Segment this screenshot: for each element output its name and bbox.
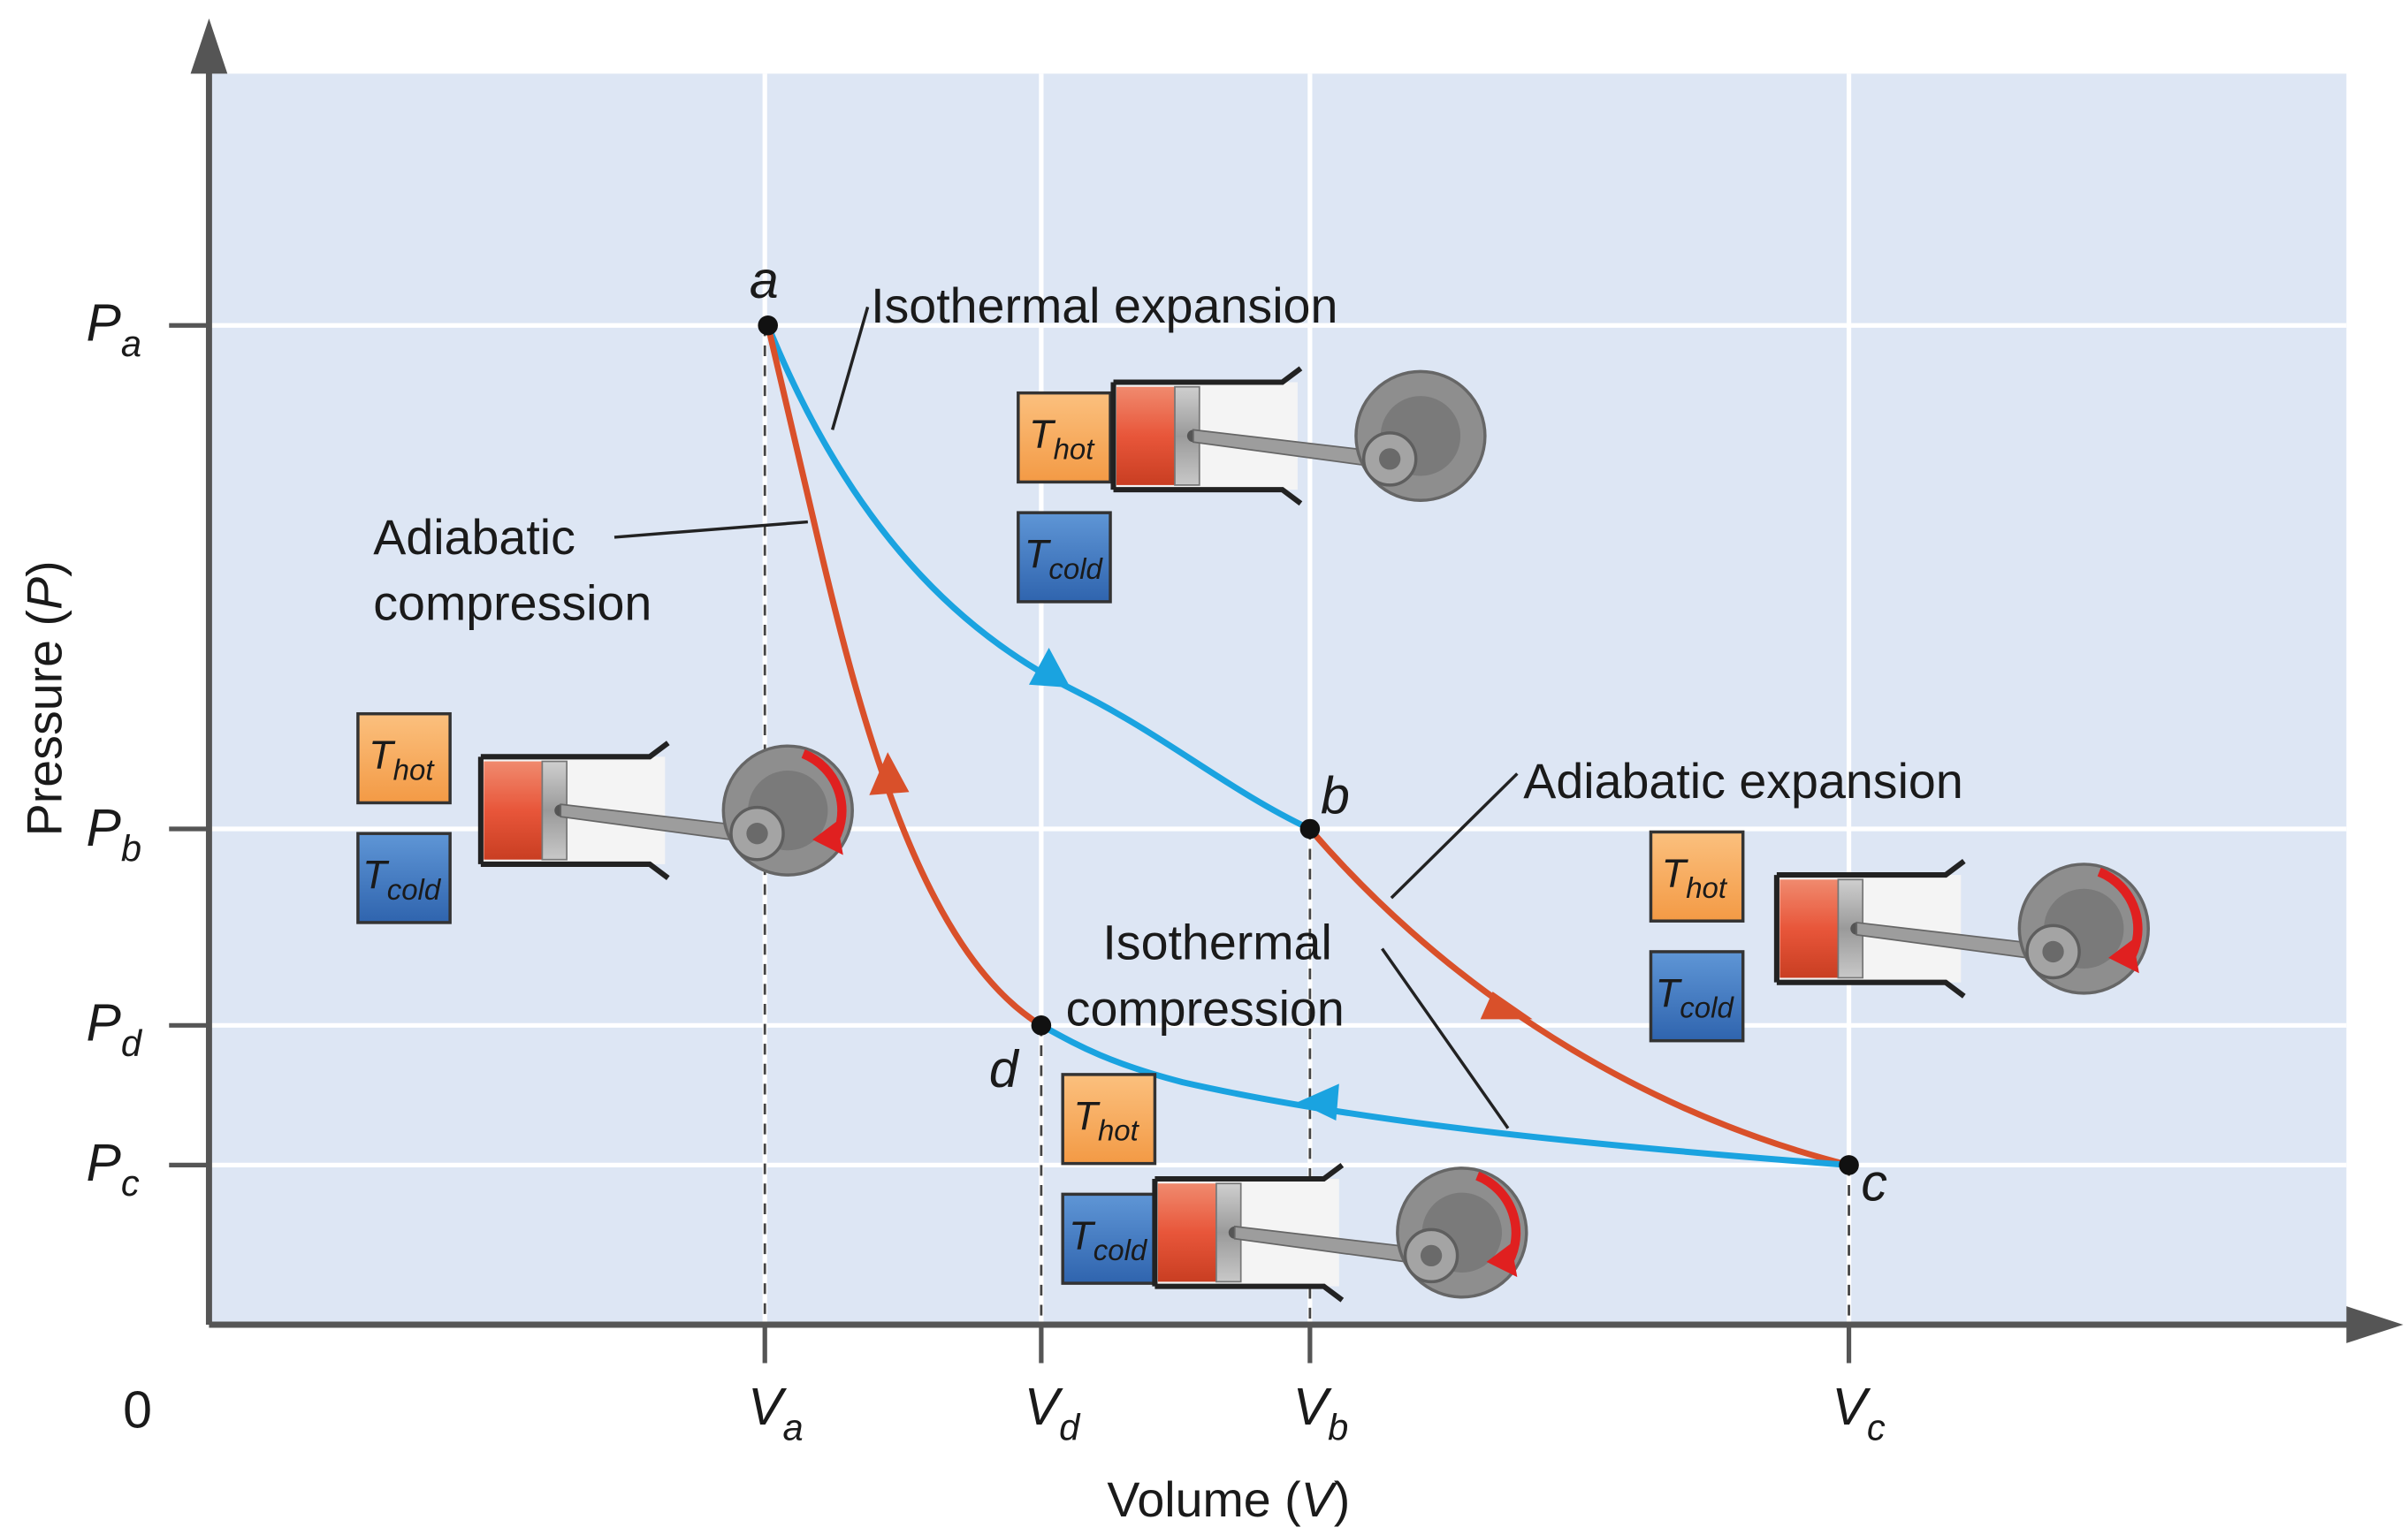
state-point-labels: a b c d [750, 251, 1887, 1212]
point-label-a: a [750, 251, 779, 309]
isothermal-compression-curve [1040, 1022, 1849, 1168]
hot-reservoir-1-label: Thot [1029, 412, 1095, 465]
label-adiabatic-compression-2: compression [373, 576, 652, 631]
adiabatic-expansion-curve [1307, 826, 1850, 1168]
cold-reservoir-2-label: Tcold [362, 853, 442, 906]
arrow-isothermal-compression [1297, 1083, 1339, 1121]
label-adiabatic-expansion: Adiabatic expansion [1523, 754, 1962, 809]
cold-reservoir-4-label: Tcold [1069, 1213, 1148, 1266]
point-label-c: c [1861, 1153, 1887, 1212]
x-axis-title: Volume (V) [1107, 1472, 1350, 1527]
leader-adiabatic-compression [613, 520, 808, 539]
hot-reservoir-2-label: Thot [369, 733, 435, 786]
arrow-adiabatic-compression [869, 752, 910, 795]
state-points [758, 315, 1859, 1175]
direction-arrows [869, 648, 1533, 1121]
hot-reservoir-3-label: Thot [1662, 851, 1728, 904]
hot-reservoir-2 [356, 711, 452, 805]
engine-isothermal-expansion: Thot Tcold [1017, 369, 1485, 604]
x-axis-arrowhead [2346, 1306, 2404, 1343]
label-isothermal-compression-2: compression [1066, 981, 1345, 1036]
volume-tick-labels: 0 Va Vd Vb Vc [123, 1378, 1886, 1448]
y-axis-arrowhead [190, 18, 228, 74]
point-label-b: b [1321, 767, 1350, 825]
y-axis-title: Pressure (P) [18, 560, 72, 836]
point-d [1031, 1015, 1052, 1036]
label-isothermal-compression-1: Isothermal [1102, 916, 1331, 970]
label-pd: Pd [86, 994, 142, 1064]
label-va: Va [748, 1378, 804, 1448]
cold-reservoir-1 [1017, 511, 1112, 604]
arrow-adiabatic-expansion [1480, 992, 1533, 1020]
point-c [1839, 1155, 1859, 1175]
hot-reservoir-1 [1017, 391, 1112, 484]
engine-adiabatic-compression: Thot Tcold [356, 711, 852, 924]
label-pc: Pc [86, 1134, 139, 1204]
origin-label: 0 [123, 1380, 152, 1439]
engine-isothermal-compression: Thot Tcold [1061, 1073, 1527, 1300]
adiabatic-compression-curve [765, 324, 1043, 1029]
arrow-isothermal-expansion [1028, 648, 1071, 688]
hot-reservoir-3 [1649, 830, 1745, 923]
cold-reservoir-3 [1649, 950, 1745, 1043]
label-pa: Pa [86, 294, 141, 364]
axes [169, 18, 2404, 1364]
cold-reservoir-3-label: Tcold [1656, 970, 1735, 1023]
point-b [1299, 818, 1321, 840]
label-pb: Pb [86, 799, 141, 869]
pressure-tick-labels: Pa Pb Pd Pc [86, 294, 142, 1204]
point-a [758, 315, 778, 336]
leader-adiabatic-expansion [1390, 772, 1519, 900]
cold-reservoir-1-label: Tcold [1025, 532, 1104, 585]
label-vb: Vb [1293, 1378, 1349, 1448]
hot-reservoir-4 [1061, 1073, 1157, 1166]
process-labels: Isothermal expansion Adiabatic compressi… [373, 278, 1963, 1129]
cold-reservoir-2 [356, 832, 452, 924]
leader-isothermal-expansion [830, 306, 870, 430]
plot-background [209, 73, 2347, 1326]
label-adiabatic-compression-1: Adiabatic [373, 510, 575, 565]
leader-isothermal-compression [1381, 947, 1510, 1129]
hot-reservoir-4-label: Thot [1073, 1093, 1139, 1146]
label-isothermal-expansion: Isothermal expansion [871, 278, 1337, 333]
label-vc: Vc [1832, 1378, 1885, 1448]
label-vd: Vd [1025, 1378, 1081, 1448]
point-label-d: d [989, 1040, 1020, 1098]
engine-adiabatic-expansion: Thot Tcold [1649, 830, 2148, 1043]
